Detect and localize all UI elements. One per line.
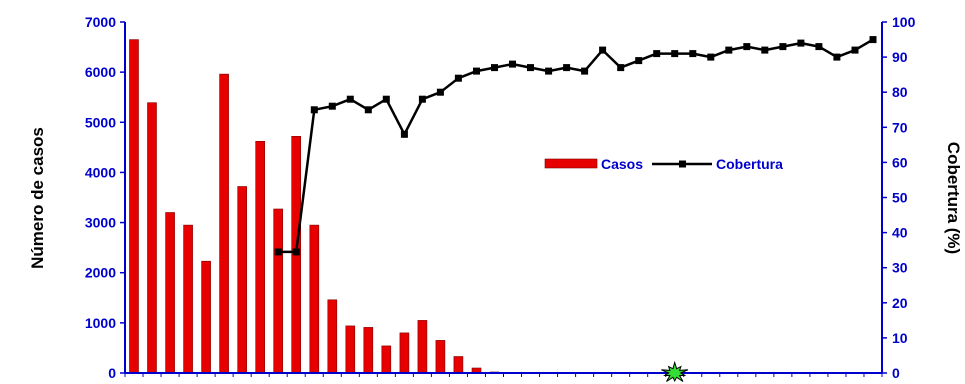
y-tick-label-left: 3000: [85, 215, 116, 231]
cobertura-point: [617, 64, 625, 72]
cobertura-point: [274, 248, 282, 256]
bar-casos: [165, 212, 175, 374]
y-tick-label-right: 20: [892, 295, 908, 311]
cobertura-point: [707, 53, 715, 61]
bar-casos: [417, 320, 428, 374]
y-tick-label-right: 40: [892, 225, 908, 241]
y-tick-label-left: 4000: [85, 164, 116, 180]
cobertura-point: [869, 36, 877, 44]
cobertura-point: [310, 106, 318, 114]
cobertura-point: [382, 95, 390, 103]
y-tick-label-right: 70: [892, 119, 908, 135]
y-tick-label-right: 60: [892, 154, 908, 170]
cobertura-point: [833, 53, 841, 61]
y-tick-label-left: 1000: [85, 315, 116, 331]
y-axis-right-title: Cobertura (%): [944, 142, 963, 254]
cobertura-point: [815, 43, 823, 51]
cobertura-point: [454, 74, 462, 82]
bar-casos: [129, 39, 139, 374]
cobertura-point: [346, 95, 354, 103]
bar-casos: [273, 208, 284, 374]
bar-casos: [381, 345, 392, 374]
cobertura-point: [599, 46, 607, 54]
y-tick-label-right: 30: [892, 260, 908, 276]
cobertura-point: [581, 67, 589, 75]
bar-casos: [237, 186, 247, 374]
cobertura-point: [743, 43, 751, 51]
bar-casos: [183, 224, 193, 374]
bar-casos: [399, 332, 410, 374]
legend-label-casos: Casos: [601, 156, 643, 172]
starburst-marker: [661, 360, 689, 382]
y-tick-label-left: 2000: [85, 265, 116, 281]
cobertura-point: [689, 50, 697, 58]
y-tick-label-left: 6000: [85, 64, 116, 80]
cobertura-point: [725, 46, 733, 54]
cobertura-point: [292, 248, 300, 256]
cobertura-point: [797, 39, 805, 47]
annotations-group: [661, 360, 689, 382]
cobertura-point: [364, 106, 372, 114]
y-tick-label-left: 5000: [85, 114, 116, 130]
bar-casos: [201, 260, 211, 374]
legend: Casos Cobertura: [544, 156, 783, 172]
cobertura-point: [436, 88, 444, 96]
cobertura-point: [509, 60, 516, 68]
y-tick-label-right: 100: [892, 14, 916, 30]
cobertura-point: [400, 130, 408, 138]
legend-marker-cobertura: [679, 160, 686, 168]
y-tick-label-right: 50: [892, 190, 908, 206]
y-axis-left-title: Número de casos: [28, 127, 47, 269]
cobertura-point: [761, 46, 769, 54]
bar-casos: [309, 224, 320, 374]
bars-group: [129, 39, 500, 374]
y-tick-label-left: 0: [108, 365, 116, 381]
y-tick-label-right: 10: [892, 330, 908, 346]
y-tick-label-right: 80: [892, 84, 908, 100]
cobertura-point: [779, 43, 787, 51]
y-tick-label-right: 90: [892, 49, 908, 65]
bar-casos: [147, 102, 157, 374]
legend-label-cobertura: Cobertura: [716, 156, 783, 172]
y-tick-label-right: 0: [892, 365, 900, 381]
cobertura-line: [278, 38, 874, 254]
axes-group: 0 1000 2000 3000 4000 5000 6000 7000 0 10 20 30 40 50…: [85, 14, 916, 381]
cobertura-point: [635, 57, 643, 65]
legend-swatch-casos: [544, 158, 598, 169]
cobertura-point: [653, 50, 661, 58]
y-tick-label-left: 7000: [85, 14, 116, 30]
bar-casos: [219, 73, 229, 374]
cobertura-point: [527, 64, 534, 72]
cobertura-point: [563, 64, 571, 72]
cobertura-point: [328, 102, 336, 110]
bar-casos: [453, 356, 464, 374]
cobertura-point: [491, 64, 498, 72]
cobertura-line-group: [278, 38, 874, 254]
bar-casos: [345, 325, 356, 374]
cobertura-point: [851, 46, 859, 54]
bar-casos: [363, 327, 374, 374]
cobertura-point: [473, 67, 480, 75]
cobertura-point: [418, 95, 426, 103]
bar-casos: [327, 299, 338, 374]
bar-casos: [255, 141, 265, 374]
cobertura-point: [671, 50, 679, 58]
cobertura-point: [545, 67, 553, 75]
cobertura-markers-group: [274, 36, 877, 256]
bar-casos: [435, 340, 446, 374]
